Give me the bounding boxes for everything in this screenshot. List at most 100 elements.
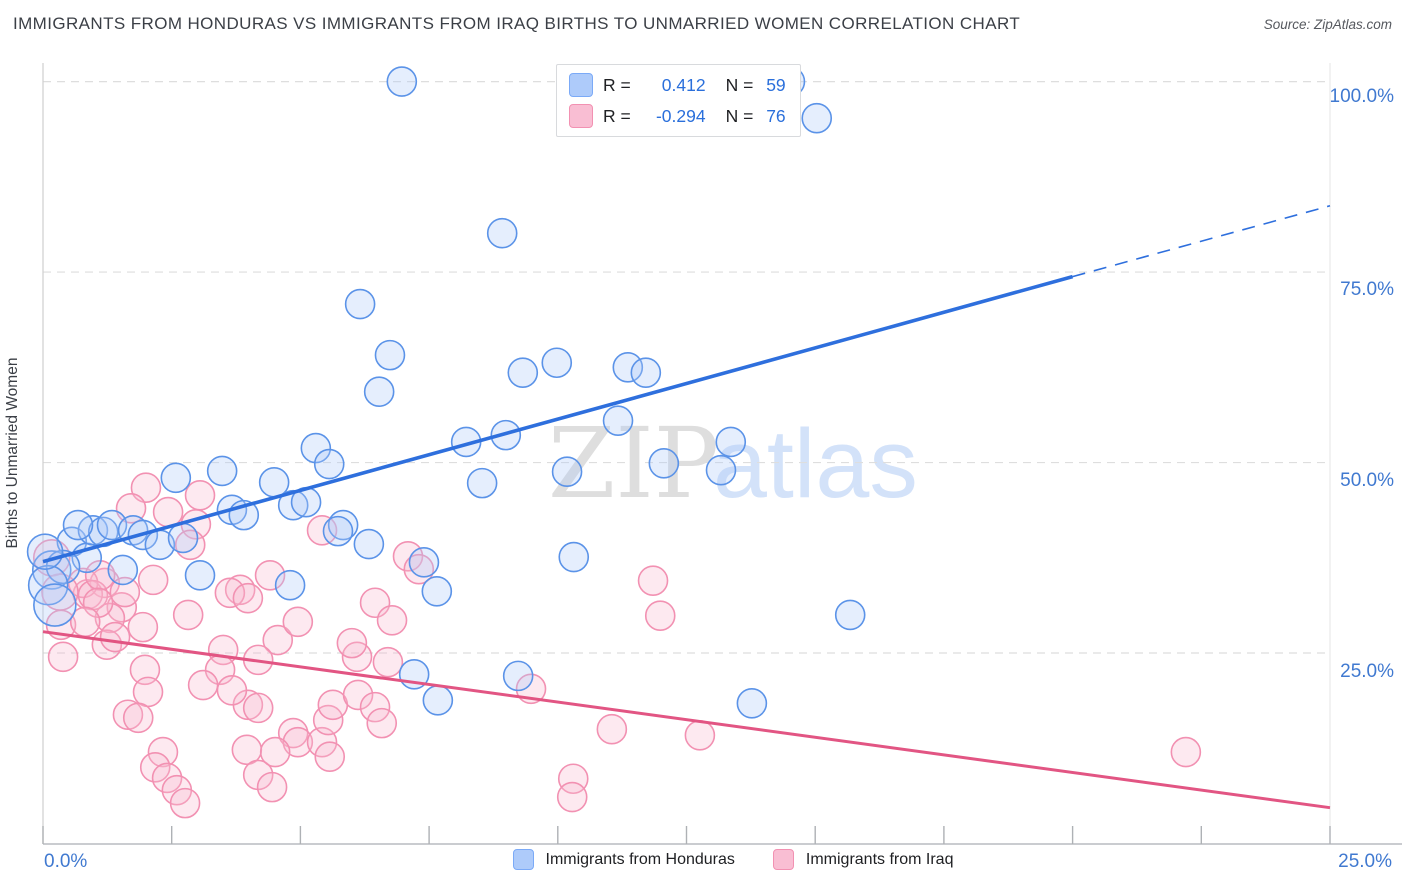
scatter-point[interactable] [344,288,376,320]
scatter-point[interactable] [282,606,314,638]
scatter-point[interactable] [558,541,590,573]
scatter-point[interactable] [151,762,183,794]
scatter-point[interactable] [342,679,374,711]
scatter-point[interactable] [313,448,345,480]
gridlines [43,80,1330,654]
scatter-point[interactable] [112,699,144,731]
scatter-point[interactable] [147,736,179,768]
scatter-point[interactable] [705,454,737,486]
scatter-point[interactable] [84,560,116,591]
scatter-point[interactable] [62,509,94,541]
iraq-legend-swatch-icon [772,849,794,870]
scatter-point[interactable] [336,627,368,659]
scatter-point[interactable] [376,604,408,636]
scatter-point[interactable] [322,515,354,547]
scatter-point[interactable] [206,455,238,487]
scatter-point[interactable] [127,611,159,643]
y-tick-label-75: 75.0% [1340,279,1394,300]
scatter-point[interactable] [132,676,164,708]
scatter-point[interactable] [596,713,628,745]
trendline-iraq [42,630,1331,810]
scatter-point[interactable] [216,675,248,706]
scatter-point[interactable] [300,432,332,464]
scatter-point[interactable] [637,565,669,596]
x-min-label: 0.0% [44,851,88,872]
scatter-point[interactable] [31,550,72,590]
scatter-point[interactable] [327,509,359,541]
scatter-point[interactable] [684,720,716,751]
scatter-point[interactable] [139,752,171,783]
scatter-point[interactable] [137,564,169,596]
scatter-point[interactable] [801,102,833,134]
scatter-point[interactable] [47,641,79,673]
scatter-point[interactable] [630,357,662,388]
source-attribution: Source: ZipAtlas.com [1263,17,1392,32]
scatter-point[interactable] [160,462,192,494]
scatter-point[interactable] [109,576,141,608]
scatter-point[interactable] [502,660,534,692]
scatter-point[interactable] [167,522,199,554]
scatter-point[interactable] [314,741,346,772]
scatter-point[interactable] [486,217,518,249]
scatter-point[interactable] [421,576,453,607]
scatter-point[interactable] [422,684,454,716]
scatter-point[interactable] [152,496,184,528]
scatter-point[interactable] [715,426,747,458]
scatter-point[interactable] [242,692,274,724]
scatter-point[interactable] [106,592,138,623]
scatter-point[interactable] [122,702,154,734]
scatter-point[interactable] [374,339,406,371]
scatter-point[interactable] [551,456,583,487]
scatter-point[interactable] [169,787,201,819]
scatter-point[interactable] [254,560,286,591]
legend-row-iraq: R = -0.294 N = 76 [569,104,786,128]
scatter-point[interactable] [353,528,385,560]
scatter-point[interactable] [172,599,204,631]
scatter-point[interactable] [602,405,634,436]
r-value-iraq: -0.294 [655,105,706,126]
scatter-point[interactable] [363,376,395,407]
scatter-point[interactable] [612,352,644,383]
legend-row-honduras: R = 0.412 N = 59 [569,73,786,97]
scatter-point[interactable] [99,621,131,653]
scatter-point[interactable] [129,654,161,686]
scatter-point[interactable] [366,707,398,739]
scatter-point[interactable] [408,547,440,578]
scatter-point[interactable] [274,569,306,601]
scatter-point[interactable] [262,624,294,656]
scatter-point[interactable] [26,533,64,570]
honduras-legend-swatch-icon [512,849,534,870]
scatter-point[interactable] [386,66,418,97]
scatter-point[interactable] [259,736,291,768]
scatter-point[interactable] [82,587,114,619]
scatter-point[interactable] [214,577,246,609]
scatter-point[interactable] [359,691,391,723]
scatter-point[interactable] [184,560,216,591]
scatter-point[interactable] [507,357,539,388]
scatter-point[interactable] [834,599,866,631]
scatter-point[interactable] [258,467,290,498]
scatter-point[interactable] [33,583,77,627]
scatter-point[interactable] [1170,736,1202,768]
y-tick-label-25: 25.0% [1340,661,1394,682]
scatter-point[interactable] [556,781,588,813]
y-axis-title: Births to Unmarried Women [4,357,21,549]
scatter-point[interactable] [130,472,162,503]
scatter-point[interactable] [187,669,219,701]
scatter-point[interactable] [644,600,676,631]
scatter-point[interactable] [107,554,139,586]
scatter-point[interactable] [372,646,404,678]
scatter-point[interactable] [94,602,126,634]
scatter-point[interactable] [648,448,680,479]
scatter-point[interactable] [184,480,216,511]
scatter-point[interactable] [256,771,288,803]
series-legend: Immigrants from Honduras Immigrants from… [30,849,1406,870]
scatter-point[interactable] [277,717,309,749]
page-title: IMMIGRANTS FROM HONDURAS VS IMMIGRANTS F… [13,14,1021,33]
scatter-point[interactable] [736,688,768,719]
scatter-point[interactable] [466,467,498,499]
scatter-point[interactable] [541,347,573,379]
scatter-point[interactable] [232,582,264,614]
scatter-point[interactable] [392,540,424,572]
scatter-point[interactable] [282,726,314,758]
